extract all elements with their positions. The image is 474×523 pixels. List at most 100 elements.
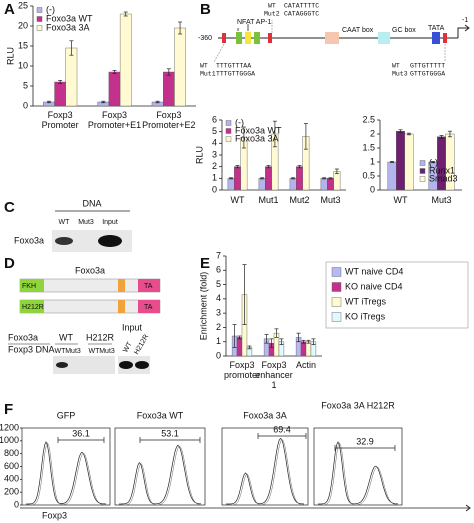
y-tick-label: 400 — [4, 474, 19, 484]
x-tick-label: Mut3 — [431, 195, 452, 205]
y-axis-label: RLU — [194, 146, 204, 164]
y-tick-label: 0 — [212, 184, 217, 194]
lane-label: Mut3 — [99, 348, 115, 355]
flow-histogram — [27, 442, 108, 506]
flow-histogram — [318, 441, 398, 505]
x-tick-label: Foxp3 enhancer 1 — [255, 360, 293, 390]
bar — [320, 178, 328, 191]
y-tick-label: 1200 — [0, 422, 19, 432]
domain-label: H212R — [22, 304, 44, 311]
y-tick-label: 2 — [212, 161, 217, 171]
error-bar — [101, 100, 106, 104]
bar — [65, 47, 78, 107]
panel-label: A — [4, 1, 15, 18]
legend-label: WT iTregs — [345, 296, 387, 306]
gate — [57, 437, 105, 443]
legend-swatch — [225, 120, 232, 126]
sequence: TTTGTTTAA — [216, 63, 251, 70]
lane-label: WT — [122, 340, 134, 354]
error-bar — [235, 165, 240, 169]
flow-title: Foxo3a WT — [137, 410, 184, 420]
bar — [404, 133, 414, 191]
y-tick-label: 7 — [216, 250, 221, 260]
x-tick-label: WT — [231, 195, 245, 205]
legend-box — [325, 261, 469, 329]
x-tick-label: Mut1 — [258, 195, 279, 205]
bar — [333, 171, 341, 191]
error-bar — [291, 177, 296, 180]
x-tick-label: Mut1 — [258, 195, 279, 205]
domain-label: TA — [144, 304, 153, 311]
gel — [53, 356, 150, 374]
promoter-end: -1 — [462, 17, 468, 24]
error-bar — [58, 80, 63, 84]
legend-label: KO naive CD4 — [345, 281, 403, 291]
legend-label: Foxo3a WT — [235, 125, 282, 135]
x-tick-label: Mut2 — [289, 195, 310, 205]
error-bar — [264, 334, 269, 344]
y-tick-label: 4 — [212, 138, 217, 148]
legend-label: KO iTregs — [345, 311, 386, 321]
seq-name: WT — [392, 63, 400, 70]
y-tick-label: 20 — [18, 20, 28, 30]
x-tick-label: WT — [394, 195, 408, 205]
box-label: GC box — [392, 27, 416, 34]
error-bar — [406, 132, 411, 136]
legend-swatch — [331, 297, 342, 307]
box-label: TATA — [428, 25, 445, 32]
error-bar — [260, 177, 265, 180]
group-label: Input — [122, 322, 143, 332]
error-bar — [166, 68, 171, 76]
panel-label: E — [200, 255, 210, 272]
domain-label: FKH — [22, 283, 36, 290]
domain-label: TA — [144, 283, 153, 290]
promoter-diagram — [213, 20, 470, 63]
bar — [234, 166, 241, 191]
y-tick-label: 10 — [18, 60, 28, 70]
x-tick-label: Foxp3 Promoter+E1 — [87, 110, 142, 130]
x-tick-label: Mut3 — [320, 195, 341, 205]
y-tick-label: 2.5 — [362, 114, 375, 124]
error-bar — [274, 328, 279, 338]
seq-name: WT — [200, 63, 208, 70]
error-bar — [334, 168, 339, 175]
lane-label: Input — [102, 219, 118, 226]
x-tick-label: Foxp3 Promoter+E1 — [87, 110, 142, 130]
promoter-start: -360 — [198, 35, 212, 42]
bar — [54, 81, 66, 107]
flow-histogram — [120, 446, 203, 506]
protein-title: Foxo3a — [75, 265, 105, 275]
x-tick-label: Mut3 — [320, 195, 341, 205]
legend-label: WT naive CD4 — [345, 266, 403, 276]
y-tick-label: 5 — [216, 279, 221, 289]
y-tick-label: 2 — [370, 128, 375, 138]
legend-swatch — [331, 267, 342, 277]
flow-frame — [21, 427, 111, 506]
error-bar — [266, 165, 271, 169]
lane-label: WT — [55, 348, 67, 355]
flow-frame — [114, 427, 206, 506]
x-tick-label: Foxp3 promoter — [223, 360, 260, 380]
legend-label: Runx1 — [429, 165, 455, 175]
bar — [163, 71, 175, 107]
error-bar — [242, 264, 247, 325]
y-tick-label: 15 — [18, 40, 28, 50]
y-tick-label: 200 — [4, 487, 19, 497]
error-bar — [155, 100, 160, 104]
error-bar — [247, 345, 252, 350]
legend-swatch — [331, 282, 342, 292]
legend-swatch — [36, 25, 43, 31]
error-bar — [123, 11, 128, 17]
domain-map — [19, 278, 161, 314]
y-axis-label: Enrichment (fold) — [198, 272, 208, 341]
lane-label: H212R — [133, 334, 150, 356]
sequence: CATAGGGTC — [284, 11, 319, 18]
y-tick-label: 0 — [23, 100, 28, 110]
legend-swatch — [36, 7, 43, 13]
error-bar — [229, 177, 234, 180]
flow-histogram — [319, 442, 400, 506]
row-label: Foxo3a — [8, 332, 38, 342]
error-bar — [46, 100, 51, 104]
error-bar — [431, 161, 436, 163]
error-bar — [328, 177, 333, 180]
